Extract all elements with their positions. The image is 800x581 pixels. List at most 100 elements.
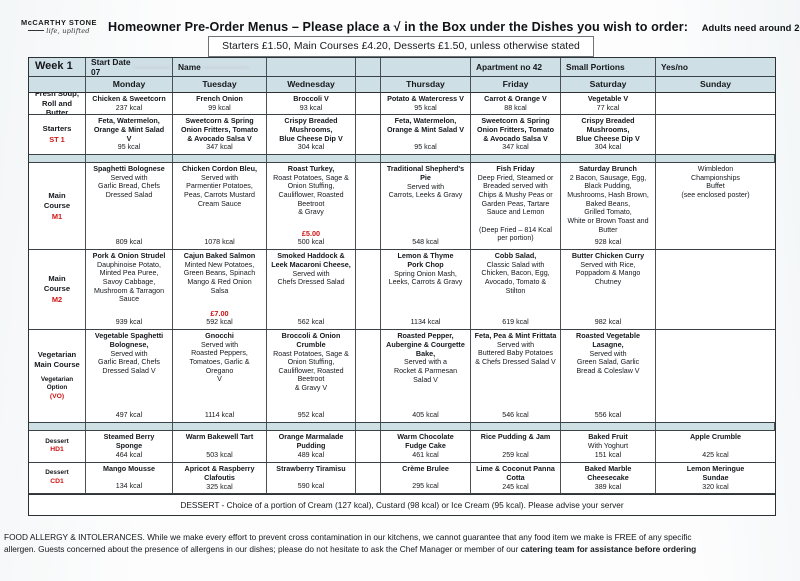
- menu-cell[interactable]: Carrot & Orange V 88 kcal: [471, 93, 561, 114]
- dish-kcal: 77 kcal: [596, 103, 620, 112]
- menu-cell[interactable]: Steamed Berry Sponge 464 kcal: [86, 431, 173, 462]
- spacer-cell: [356, 155, 381, 162]
- menu-cell[interactable]: Apricot & Raspberry Clafoutis 325 kcal: [173, 463, 267, 493]
- menu-cell[interactable]: [656, 93, 775, 114]
- menu-cell[interactable]: Warm Bakewell Tart 503 kcal: [173, 431, 267, 462]
- menu-cell[interactable]: Warm Chocolate Fudge Cake 461 kcal: [381, 431, 471, 462]
- menu-cell[interactable]: Vegetable Spaghetti Bolognese, Served with…: [86, 330, 173, 422]
- row-label-dessert-hd1: Dessert HD1: [29, 431, 86, 462]
- menu-cell[interactable]: French Onion 99 kcal: [173, 93, 267, 114]
- menu-cell-footer: 325 kcal: [175, 483, 264, 492]
- dish-name: Feta, Pea & Mint Frittata: [474, 331, 557, 340]
- allergy-line-1: FOOD ALLERGY & INTOLERANCES. While we ma…: [4, 531, 796, 543]
- dish-name: Apricot & Raspberry Clafoutis: [184, 464, 255, 482]
- menu-cell[interactable]: Apple Crumble 425 kcal: [656, 431, 775, 462]
- menu-cell-content: Warm Bakewell Tart: [175, 432, 264, 442]
- menu-cell[interactable]: Baked Fruit With Yoghurt 151 kcal: [561, 431, 656, 462]
- row-label-dessert-cd1: Dessert CD1: [29, 463, 86, 493]
- menu-cell[interactable]: Roasted Pepper, Aubergine & Courgette Bake…: [381, 330, 471, 422]
- logo-tagline: life, uplifted: [12, 26, 106, 35]
- menu-cell[interactable]: Chicken & Sweetcorn 237 kcal: [86, 93, 173, 114]
- spacer-cell: [173, 423, 267, 430]
- menu-cell[interactable]: Broccoli & Onion Crumble Roast Potatoes, S…: [267, 330, 356, 422]
- gap-column-cell[interactable]: [356, 115, 381, 154]
- menu-cell[interactable]: Feta, Pea & Mint Frittata Served with Butt…: [471, 330, 561, 422]
- menu-cell[interactable]: Spaghetti Bolognese Served with Garlic Bre…: [86, 163, 173, 249]
- dish-kcal: 497 kcal: [115, 411, 143, 420]
- menu-cell-footer: 562 kcal: [269, 318, 353, 327]
- menu-cell[interactable]: Smoked Haddock & Leek Macaroni Cheese, Ser…: [267, 250, 356, 329]
- menu-cell[interactable]: Butter Chicken Curry Served with Rice, Pop…: [561, 250, 656, 329]
- gap-column-cell[interactable]: [356, 250, 381, 329]
- menu-cell[interactable]: Roasted Vegetable Lasagne, Served with Gree…: [561, 330, 656, 422]
- gap-column-cell[interactable]: [356, 431, 381, 462]
- menu-cell[interactable]: Lemon & Thyme Pork Chop Spring Onion Mash,…: [381, 250, 471, 329]
- menu-cell[interactable]: Traditional Shepherd's Pie Served with Carr…: [381, 163, 471, 249]
- menu-cell-footer: 77 kcal: [563, 104, 653, 113]
- menu-cell[interactable]: Lime & Coconut Panna Cotta 245 kcal: [471, 463, 561, 493]
- menu-cell[interactable]: Pork & Onion Strudel Dauphinoise Potato, M…: [86, 250, 173, 329]
- table-row-dessert-cd1: Dessert CD1 Mango Mousse 134 kcal Apricot & …: [29, 463, 775, 494]
- dish-kcal: 259 kcal: [502, 451, 529, 460]
- logo-tagline-text: life, uplifted: [46, 26, 90, 35]
- menu-cell[interactable]: Potato & Watercress V 95 kcal: [381, 93, 471, 114]
- name-field[interactable]: Name: [173, 58, 267, 76]
- dish-kcal: 500 kcal: [297, 238, 325, 247]
- menu-cell[interactable]: Wimbledon Championships Buffet (see enclose…: [656, 163, 775, 249]
- menu-cell-footer: 546 kcal: [473, 411, 558, 420]
- dish-description: Roast Potatoes, Sage & Onion Stuffing, Cau…: [273, 173, 349, 217]
- menu-cell[interactable]: Feta, Watermelon, Orange & Mint Salad V 95…: [381, 115, 471, 154]
- spacer-cell: [173, 155, 267, 162]
- menu-cell-footer: 556 kcal: [563, 411, 653, 420]
- dish-name: Roasted Pepper, Aubergine & Courgette Bake…: [386, 331, 465, 358]
- logo-brand-name: McCARTHY STONE: [20, 18, 97, 28]
- row-label-line-1: Fresh Soup,: [35, 93, 79, 98]
- menu-cell[interactable]: [656, 330, 775, 422]
- menu-cell[interactable]: Crispy Breaded Mushrooms, Blue Cheese Dip …: [267, 115, 356, 154]
- dish-kcal: 95 kcal: [117, 143, 141, 152]
- gap-column-cell[interactable]: [356, 330, 381, 422]
- menu-cell[interactable]: Orange Marmalade Pudding 489 kcal: [267, 431, 356, 462]
- gap-column-cell[interactable]: [356, 93, 381, 114]
- menu-cell[interactable]: Saturday Brunch 2 Bacon, Sausage, Egg, Bla…: [561, 163, 656, 249]
- menu-cell[interactable]: Lemon Meringue Sundae 320 kcal: [656, 463, 775, 493]
- menu-cell[interactable]: Broccoli V 93 kcal: [267, 93, 356, 114]
- menu-cell[interactable]: Cajun Baked Salmon Minted New Potatoes, Gr…: [173, 250, 267, 329]
- menu-cell[interactable]: Roast Turkey, Roast Potatoes, Sage & Onion…: [267, 163, 356, 249]
- dish-description: Served with Chefs Dressed Salad: [277, 269, 345, 287]
- menu-cell[interactable]: Baked Marble Cheesecake 389 kcal: [561, 463, 656, 493]
- menu-cell[interactable]: Crème Brulee 295 kcal: [381, 463, 471, 493]
- dish-description: Served with Carrots, Leeks & Gravy: [388, 182, 463, 200]
- dish-kcal: 489 kcal: [297, 451, 325, 460]
- menu-cell[interactable]: Chicken Cordon Bleu, Served with Parmentie…: [173, 163, 267, 249]
- dish-kcal: 99 kcal: [208, 103, 231, 112]
- gap-column-cell[interactable]: [356, 163, 381, 249]
- menu-cell[interactable]: Rice Pudding & Jam 259 kcal: [471, 431, 561, 462]
- menu-cell[interactable]: Fish Friday Deep Fried, Steamed or Breaded…: [471, 163, 561, 249]
- menu-cell[interactable]: Vegetable V 77 kcal: [561, 93, 656, 114]
- gap-column-cell[interactable]: [356, 463, 381, 493]
- yes-no-label[interactable]: Yes/no: [661, 61, 688, 72]
- start-date-field[interactable]: Start Date 07: [86, 58, 173, 76]
- menu-cell[interactable]: Sweetcorn & Spring Onion Fritters, Tomato…: [471, 115, 561, 154]
- small-portions-label[interactable]: Small Portions: [561, 58, 656, 76]
- menu-cell[interactable]: [656, 115, 775, 154]
- dish-name: Sweetcorn & Spring Onion Fritters, Tomato…: [181, 116, 258, 143]
- menu-cell[interactable]: Cobb Salad, Classic Salad with Chicken, Ba…: [471, 250, 561, 329]
- menu-cell[interactable]: Crispy Breaded Mushrooms, Blue Cheese Dip …: [561, 115, 656, 154]
- menu-cell[interactable]: Gnocchi Served with Roasted Peppers, Tomato…: [173, 330, 267, 422]
- row-label-main-course-m1: Main Course M1: [29, 163, 86, 249]
- dish-kcal: 95 kcal: [414, 143, 437, 152]
- dish-description: With Yoghurt: [587, 441, 629, 450]
- menu-cell-content: Vegetable Spaghetti Bolognese, Served with…: [88, 331, 170, 375]
- menu-cell[interactable]: Strawberry Tiramisu 590 kcal: [267, 463, 356, 493]
- dish-name: Feta, Watermelon, Orange & Mint Salad V: [386, 116, 465, 134]
- day-header-tuesday: Tuesday: [173, 77, 267, 92]
- menu-cell[interactable]: [656, 250, 775, 329]
- apartment-number[interactable]: Apartment no 42: [471, 58, 561, 76]
- menu-cell[interactable]: Feta, Watermelon, Orange & Mint Salad V 95 …: [86, 115, 173, 154]
- dish-kcal: 295 kcal: [412, 482, 439, 491]
- menu-cell[interactable]: Mango Mousse 134 kcal: [86, 463, 173, 493]
- menu-cell[interactable]: Sweetcorn & Spring Onion Fritters, Tomato…: [173, 115, 267, 154]
- day-header-friday: Friday: [471, 77, 561, 92]
